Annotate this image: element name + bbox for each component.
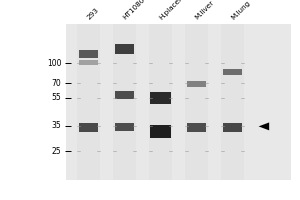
Text: M.liver: M.liver xyxy=(194,0,215,21)
Bar xyxy=(115,91,134,99)
Bar xyxy=(79,122,98,132)
Text: 55: 55 xyxy=(52,94,61,102)
Bar xyxy=(223,69,242,75)
Bar xyxy=(149,24,172,180)
Polygon shape xyxy=(259,122,269,130)
Bar xyxy=(187,122,206,132)
Text: H.placenta: H.placenta xyxy=(158,0,190,21)
Bar xyxy=(223,122,242,132)
Text: 100: 100 xyxy=(47,58,62,68)
Bar xyxy=(113,24,136,180)
Bar xyxy=(115,45,134,53)
Text: 293: 293 xyxy=(86,7,100,21)
Text: M.lung: M.lung xyxy=(230,0,251,21)
Text: HT1080: HT1080 xyxy=(122,0,146,21)
Bar xyxy=(79,60,98,65)
Text: 70: 70 xyxy=(52,78,61,88)
Text: 25: 25 xyxy=(52,146,62,156)
Bar xyxy=(77,24,100,180)
Bar xyxy=(150,124,171,138)
Bar xyxy=(150,92,171,104)
Bar xyxy=(66,24,291,180)
Bar xyxy=(115,123,134,131)
Bar xyxy=(185,24,208,180)
Bar xyxy=(221,24,244,180)
Text: 35: 35 xyxy=(52,121,61,130)
Bar xyxy=(79,50,98,58)
Bar xyxy=(187,81,206,87)
